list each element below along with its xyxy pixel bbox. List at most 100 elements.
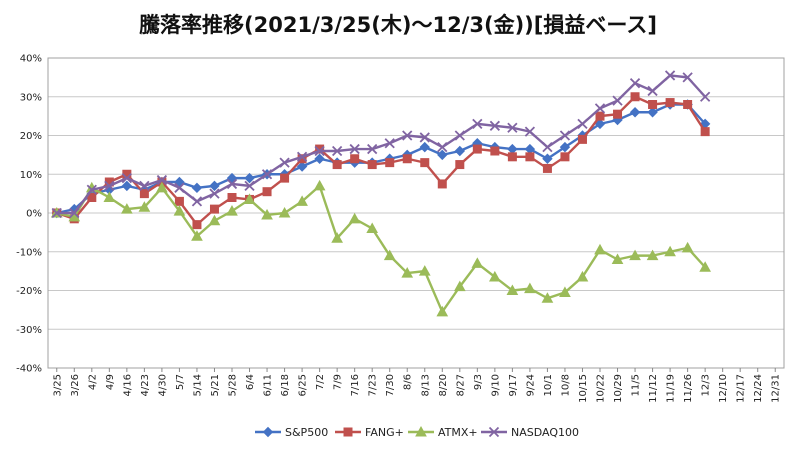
data-point xyxy=(613,109,623,119)
data-point xyxy=(367,160,377,170)
data-point xyxy=(209,180,220,192)
data-point xyxy=(156,174,168,186)
data-point xyxy=(208,214,221,226)
data-point xyxy=(418,265,431,276)
data-point xyxy=(419,132,430,143)
x-tick-label: 10/1 xyxy=(543,374,554,396)
data-point xyxy=(261,169,273,180)
data-point xyxy=(612,95,623,106)
legend-item: ATMX+ xyxy=(408,425,478,439)
data-point xyxy=(384,138,395,149)
data-point xyxy=(174,176,185,188)
x-tick-label: 5/28 xyxy=(228,374,239,396)
x-tick-label: 11/19 xyxy=(666,374,677,403)
x-tick-label: 8/27 xyxy=(455,374,466,396)
y-tick-label: 30% xyxy=(20,92,42,103)
x-tick-label: 10/22 xyxy=(596,374,607,403)
data-point xyxy=(278,206,291,218)
x-tick-label: 10/29 xyxy=(613,374,624,403)
data-point xyxy=(577,118,588,130)
data-point xyxy=(595,111,605,121)
data-point xyxy=(700,127,710,137)
legend-marker xyxy=(488,426,500,438)
data-point xyxy=(191,182,203,194)
x-tick-label: 7/30 xyxy=(385,374,396,396)
x-tick-label: 9/24 xyxy=(525,374,536,396)
data-point xyxy=(366,222,379,233)
x-tick-label: 4/23 xyxy=(140,374,151,396)
x-tick-label: 8/20 xyxy=(438,374,449,396)
x-tick-label: 11/26 xyxy=(683,374,694,403)
data-point xyxy=(437,149,448,161)
data-point xyxy=(682,72,693,83)
data-point xyxy=(191,230,203,241)
data-point xyxy=(243,193,256,204)
legend-marker xyxy=(262,426,274,438)
data-point xyxy=(173,205,186,216)
x-tick-label: 12/3 xyxy=(701,374,712,396)
data-point xyxy=(296,151,308,162)
data-point xyxy=(349,143,360,155)
data-point xyxy=(103,191,116,202)
data-point xyxy=(630,92,640,102)
data-point xyxy=(594,243,606,255)
data-point xyxy=(699,261,711,272)
data-point xyxy=(279,157,290,168)
data-point xyxy=(419,141,430,153)
data-point xyxy=(648,100,658,109)
x-tick-label: 6/11 xyxy=(263,374,274,396)
data-point xyxy=(314,153,325,164)
data-point xyxy=(331,232,343,243)
data-point xyxy=(524,282,536,294)
y-tick-label: 20% xyxy=(20,131,42,142)
y-tick-label: 0% xyxy=(26,209,42,220)
data-point xyxy=(594,118,606,130)
x-tick-label: 6/4 xyxy=(245,374,256,390)
x-tick-label: 4/2 xyxy=(87,374,98,390)
x-tick-label: 3/25 xyxy=(52,374,63,396)
data-point xyxy=(560,152,570,162)
x-tick-label: 5/21 xyxy=(210,374,221,396)
data-point xyxy=(629,107,641,118)
data-point xyxy=(647,107,658,118)
data-point xyxy=(506,284,519,295)
x-tick-label: 4/9 xyxy=(105,374,116,390)
x-tick-label: 7/9 xyxy=(333,374,344,390)
data-point xyxy=(629,78,641,89)
y-tick-label: -20% xyxy=(16,286,42,297)
data-point xyxy=(51,207,62,219)
data-point xyxy=(139,180,150,192)
legend-marker xyxy=(415,425,427,437)
y-tick-label: -40% xyxy=(16,364,42,375)
data-point xyxy=(542,141,553,153)
data-point xyxy=(559,130,571,141)
data-point xyxy=(262,187,272,197)
data-point xyxy=(402,154,412,164)
x-tick-label: 8/6 xyxy=(403,374,414,390)
legend: S&P500 FANG+ ATMX+ NASDAQ100 xyxy=(255,425,579,439)
plot-area-border xyxy=(47,57,785,369)
data-point xyxy=(455,160,465,170)
data-point xyxy=(261,208,273,220)
data-point xyxy=(191,196,203,207)
x-tick-label: 5/7 xyxy=(175,374,186,390)
data-point xyxy=(472,144,482,154)
data-point xyxy=(402,130,413,141)
x-tick-label: 8/13 xyxy=(420,374,431,396)
data-point xyxy=(541,292,554,303)
x-tick-label: 7/2 xyxy=(315,374,326,390)
x-tick-label: 3/26 xyxy=(70,374,81,396)
data-point xyxy=(664,245,676,257)
data-point xyxy=(577,134,587,144)
data-point xyxy=(313,179,326,191)
y-tick-label: -30% xyxy=(16,325,42,336)
data-point xyxy=(437,141,448,153)
data-point xyxy=(296,161,308,172)
legend-item: NASDAQ100 xyxy=(481,426,579,439)
data-point xyxy=(121,172,132,184)
x-axis-ticks: 3/25 3/26 4/2 4/9 4/16 4/23 4/30 5/7 5/14 5/21 5/2… xyxy=(52,368,782,403)
data-point xyxy=(700,91,711,102)
data-point xyxy=(471,257,484,268)
